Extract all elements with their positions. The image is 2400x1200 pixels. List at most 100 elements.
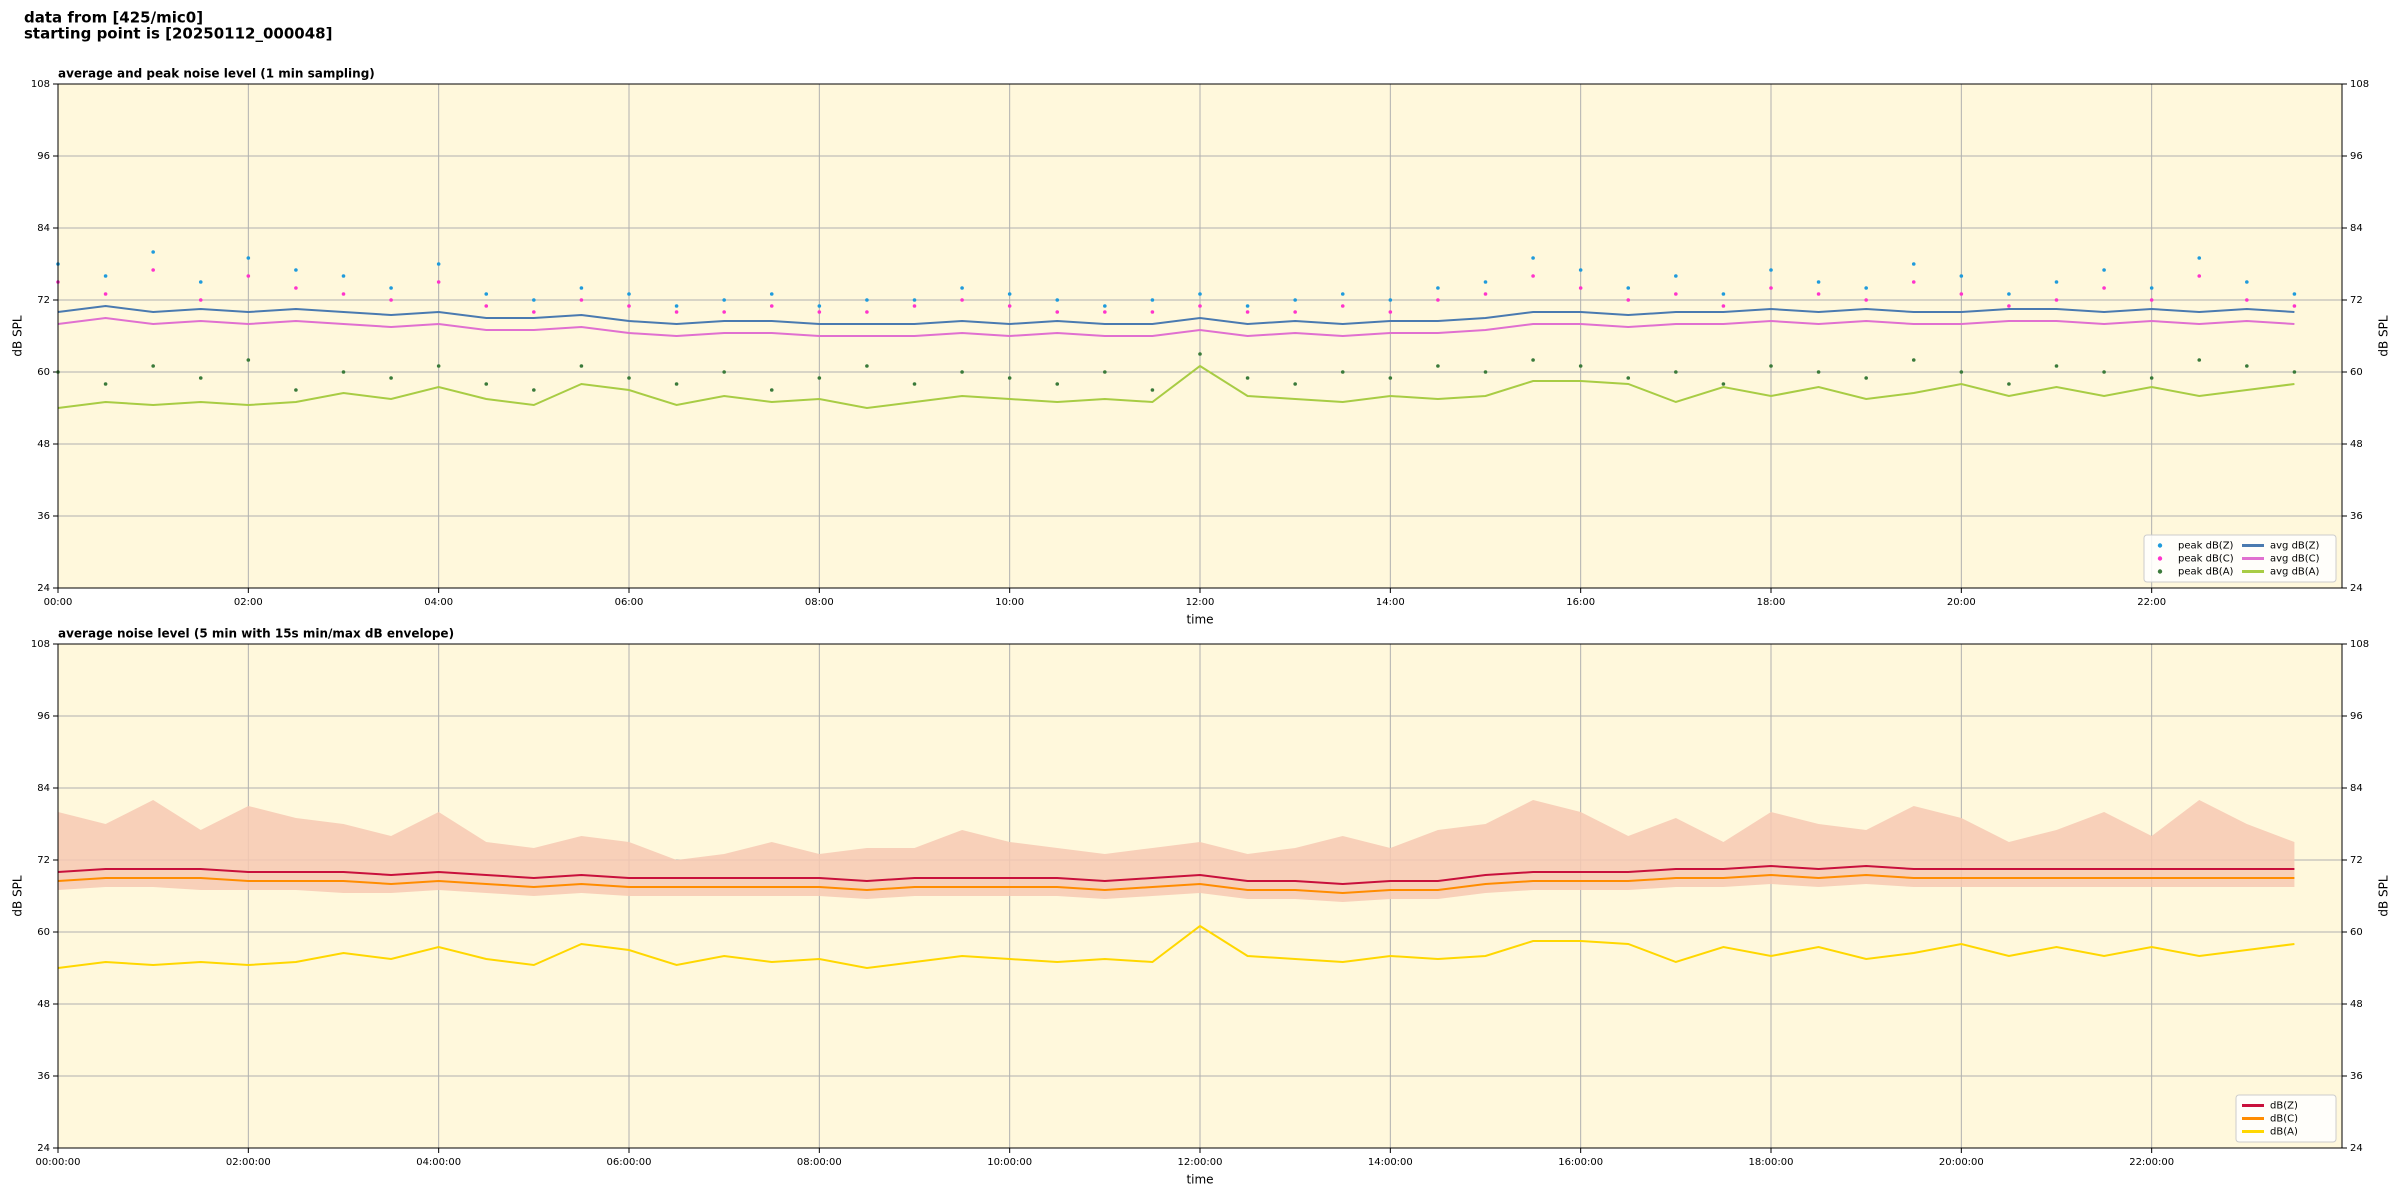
peak-point [2054,298,2059,302]
chart-title: average and peak noise level (1 min samp… [58,67,375,81]
peak-point [1816,280,1821,284]
peak-point [294,286,298,290]
peak-point [2102,370,2106,374]
peak-point [1103,370,1107,374]
plot-frame [57,643,2343,1149]
x-tick-label: 12:00:00 [1178,1157,1223,1168]
legend-label: dB(A) [2270,1127,2298,1138]
y-tick-label: 72 [37,855,50,866]
peak-point [1388,376,1393,380]
peak-point [2245,364,2249,368]
y2-axis-label: dB SPL [2377,315,2391,357]
y2-tick-label: 96 [2350,711,2363,722]
peak-point [1816,292,1821,296]
peak-point [912,298,917,302]
legend-label: avg dB(A) [2270,567,2320,578]
peak-point [294,388,298,392]
peak-point [1103,304,1107,308]
y2-tick-label: 60 [2350,367,2363,378]
y2-tick-label: 60 [2350,927,2363,938]
peak-point [484,292,489,296]
legend-swatch [2157,543,2163,548]
y2-tick-label: 48 [2350,439,2363,450]
peak-point [2054,280,2059,284]
peak-point [722,310,726,314]
x-tick-label: 20:00 [1947,597,1976,608]
legend-box [2143,534,2337,583]
y-tick-label: 48 [37,999,50,1010]
peak-point [1340,304,1345,308]
x-tick-label: 08:00 [805,597,834,608]
peak-point [103,274,108,278]
peak-point [484,382,489,386]
peak-point [579,364,584,368]
peak-point [627,376,631,380]
peak-point [1436,298,1440,302]
y-tick-label: 36 [37,511,50,522]
peak-point [1293,382,1297,386]
peak-point [2149,298,2154,302]
header-line: starting point is [20250112_000048] [24,25,332,43]
peak-point [1578,268,1583,272]
peak-point [1245,304,1250,308]
x-tick-label: 02:00 [234,597,263,608]
peak-point [2007,292,2011,296]
y-tick-label: 72 [37,295,50,306]
peak-point [1007,304,1012,308]
peak-point [1769,286,1773,290]
x-tick-label: 14:00:00 [1368,1157,1413,1168]
peak-point [389,376,393,380]
x-tick-label: 08:00:00 [797,1157,842,1168]
peak-point [769,304,774,308]
peak-point [674,310,679,314]
x-tick-label: 00:00 [44,597,73,608]
y-axis-label: dB SPL [11,875,25,917]
x-tick-label: 14:00 [1376,597,1405,608]
x-tick-label: 12:00 [1186,597,1215,608]
peak-point [1198,292,1202,296]
peak-point [1293,310,1297,314]
peak-point [912,382,917,386]
peak-point [1864,286,1868,290]
series-line [57,873,2295,895]
plot-frame [57,83,2343,589]
y2-tick-label: 72 [2350,855,2363,866]
peak-point [1198,304,1202,308]
peak-point [1245,376,1250,380]
x-tick-label: 06:00 [615,597,644,608]
x-tick-label: 02:00:00 [226,1157,271,1168]
peak-point [2149,376,2154,380]
peak-point [1578,286,1583,290]
peak-point [817,310,822,314]
peak-point [1531,358,1535,362]
peak-point [817,304,822,308]
peak-point [294,268,298,272]
peak-point [2292,292,2297,296]
y2-tick-label: 48 [2350,999,2363,1010]
y2-tick-label: 108 [2350,639,2369,650]
peak-point [2007,382,2011,386]
peak-point [722,370,726,374]
peak-point [532,298,536,302]
peak-point [2245,298,2249,302]
peak-point [1531,274,1535,278]
x-tick-label: 18:00 [1757,597,1786,608]
peak-point [1340,292,1345,296]
peak-point [1674,274,1678,278]
peak-point [1674,292,1678,296]
series-line [57,316,2295,338]
series-line [57,364,2295,410]
y2-tick-label: 24 [2350,583,2363,594]
peak-point [865,298,869,302]
peak-point [2007,304,2011,308]
y2-tick-label: 108 [2350,79,2369,90]
peak-point [1626,376,1631,380]
series-line [57,304,2295,326]
legend-swatch [2157,556,2163,561]
peak-point [722,298,726,302]
peak-point [532,310,536,314]
x-tick-label: 16:00 [1566,597,1595,608]
x-tick-label: 04:00:00 [416,1157,461,1168]
peak-point [2102,268,2106,272]
x-axis-label: time [1186,1173,1213,1187]
